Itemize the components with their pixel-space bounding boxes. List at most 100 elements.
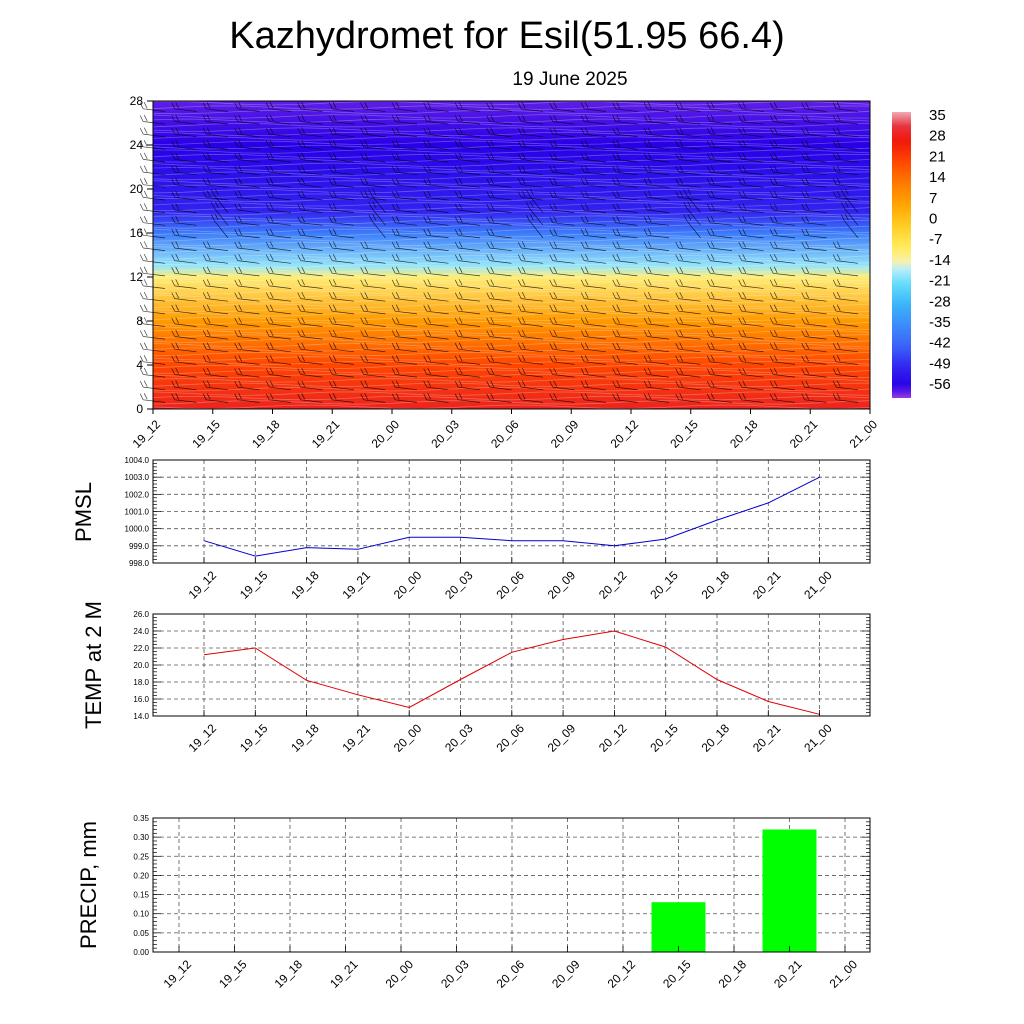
- wind-barb: [738, 127, 764, 138]
- wind-barb: [675, 279, 701, 289]
- wind-barb: [517, 342, 544, 353]
- wind-barb: [612, 380, 638, 391]
- wind-barb: [675, 102, 701, 112]
- wind-barb: [840, 188, 859, 213]
- wind-barb: [738, 253, 764, 264]
- contour-line: [152, 202, 871, 207]
- wind-barb: [580, 329, 607, 340]
- wind-barb: [328, 216, 355, 226]
- wind-barb: [801, 178, 827, 188]
- wind-barb: [265, 253, 292, 264]
- wind-barb: [234, 203, 260, 213]
- temp-grid: [153, 614, 870, 716]
- colorbar-label: 7: [929, 190, 937, 207]
- wind-barb: [328, 102, 355, 112]
- wind-barb: [423, 291, 449, 302]
- contour-line: [152, 364, 871, 370]
- wind-barb: [297, 304, 323, 315]
- wind-barb: [738, 140, 764, 150]
- wind-barb: [139, 203, 166, 213]
- wind-barbs: [139, 102, 859, 403]
- wind-barb: [769, 152, 796, 163]
- contour-line: [152, 290, 871, 295]
- wind-barb: [360, 102, 386, 112]
- wind-barb: [738, 317, 764, 327]
- wind-barb: [769, 127, 796, 138]
- wind-barb: [202, 114, 229, 125]
- wind-barb: [832, 266, 859, 277]
- wind-barb: [769, 342, 796, 353]
- contour-line: [152, 356, 871, 361]
- wind-barb: [580, 367, 607, 378]
- wind-barb: [706, 393, 733, 403]
- y-tick-label: 1003.0: [125, 473, 150, 482]
- wind-barb: [486, 266, 512, 277]
- wind-barb: [675, 342, 701, 353]
- x-tick-label: 20_15: [647, 568, 681, 602]
- wind-barb: [612, 228, 638, 239]
- wind-barb: [202, 102, 229, 112]
- wind-barb: [549, 228, 575, 239]
- contour-line: [152, 246, 871, 251]
- wind-barb: [517, 329, 544, 340]
- wind-barb: [706, 152, 733, 163]
- x-tick-label: 19_21: [309, 417, 343, 451]
- wind-barb: [612, 266, 638, 277]
- wind-barb: [391, 317, 418, 327]
- wind-barb: [297, 127, 323, 138]
- wind-barb: [202, 393, 229, 403]
- wind-barb: [454, 317, 481, 327]
- wind-barb: [486, 291, 512, 302]
- x-tick-label: 19_12: [130, 417, 164, 451]
- wind-barb: [454, 304, 481, 315]
- wind-barb: [171, 165, 197, 176]
- y-tick-label: 22.0: [133, 644, 149, 653]
- x-tick-label: 19_15: [237, 568, 271, 602]
- colorbar-strip: [892, 112, 911, 398]
- x-tick-label: 20_12: [596, 721, 630, 755]
- wind-barb: [297, 228, 323, 239]
- y-tick-label: 14.0: [133, 712, 149, 721]
- wind-barb: [171, 203, 197, 213]
- wind-barb: [683, 201, 701, 226]
- wind-barb: [738, 266, 764, 277]
- wind-barb: [706, 228, 733, 239]
- contour-line: [152, 228, 871, 234]
- wind-barb: [486, 329, 512, 340]
- contour-line: [152, 122, 871, 128]
- wind-barb: [454, 266, 481, 277]
- wind-barb: [486, 140, 512, 150]
- x-tick-label: 19_21: [340, 721, 374, 755]
- wind-barb: [139, 317, 166, 327]
- wind-barb: [360, 329, 386, 340]
- wind-barb: [486, 393, 512, 403]
- wind-barb: [706, 102, 733, 112]
- wind-barb: [265, 140, 292, 150]
- contour-line: [152, 189, 871, 194]
- wind-barb: [706, 140, 733, 150]
- wind-barb: [801, 152, 827, 163]
- wind-barb: [517, 291, 544, 302]
- wind-barb: [738, 190, 764, 201]
- wind-barb: [832, 102, 859, 112]
- wind-barb: [675, 241, 701, 251]
- wind-barb: [234, 114, 260, 125]
- wind-barb: [360, 393, 386, 403]
- wind-barb: [265, 228, 292, 239]
- wind-barb: [297, 329, 323, 340]
- wind-barb: [234, 253, 260, 264]
- wind-barb: [580, 216, 607, 226]
- contour-line: [152, 145, 871, 150]
- wind-barb: [391, 329, 418, 340]
- wind-barb: [801, 190, 827, 201]
- wind-barb: [265, 190, 292, 201]
- wind-barb: [139, 228, 166, 239]
- wind-barb: [171, 127, 197, 138]
- contour-line: [152, 118, 871, 123]
- wind-barb: [580, 152, 607, 163]
- wind-barb: [486, 165, 512, 176]
- wind-barb: [328, 241, 355, 251]
- precip-bar: [762, 829, 817, 952]
- wind-barb: [738, 380, 764, 391]
- wind-barb: [675, 140, 701, 150]
